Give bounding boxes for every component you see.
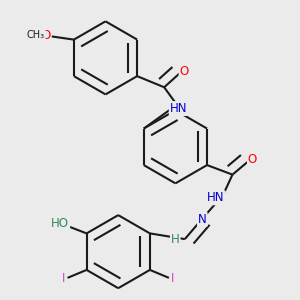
Text: O: O <box>41 29 51 42</box>
Text: N: N <box>198 213 207 226</box>
Text: I: I <box>62 272 65 285</box>
Text: O: O <box>248 153 257 166</box>
Text: HN: HN <box>207 191 225 204</box>
Text: H: H <box>171 233 180 246</box>
Text: CH₃: CH₃ <box>27 30 45 40</box>
Text: HN: HN <box>170 102 187 115</box>
Text: I: I <box>171 272 175 285</box>
Text: HO: HO <box>51 218 69 230</box>
Text: O: O <box>180 65 189 78</box>
